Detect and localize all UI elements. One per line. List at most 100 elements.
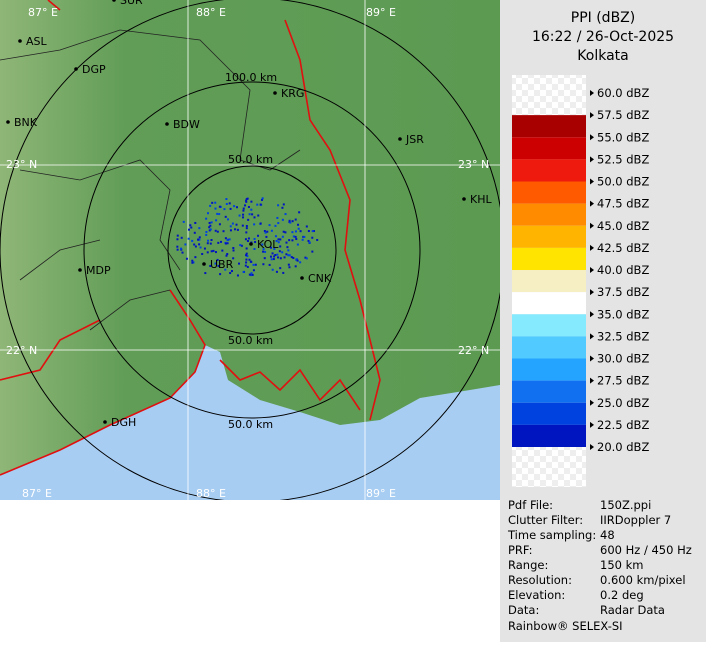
echo-pixel	[248, 258, 251, 261]
echo-pixel	[265, 235, 268, 238]
info-key: Pdf File:	[508, 498, 553, 512]
grid-label: 89° E	[366, 487, 396, 500]
legend-label: 20.0 dBZ	[597, 440, 649, 454]
echo-pixel	[185, 257, 188, 260]
grid-label: 22° N	[458, 344, 489, 357]
legend-tick	[590, 156, 594, 163]
info-key: PRF:	[508, 543, 533, 557]
legend-swatch	[512, 247, 586, 270]
echo-pixel	[232, 257, 235, 260]
echo-pixel	[189, 224, 192, 227]
echo-pixel	[301, 238, 304, 241]
legend-label: 55.0 dBZ	[597, 130, 649, 144]
info-value: 600 Hz / 450 Hz	[600, 543, 692, 557]
echo-pixel	[242, 271, 245, 274]
info-panel: Pdf File: 150Z.ppi Clutter Filter: IIRDoppl…	[507, 498, 692, 617]
echo-pixel	[281, 218, 284, 221]
echo-pixel	[279, 257, 282, 260]
echo-pixel	[193, 243, 196, 246]
echo-pixel	[263, 257, 266, 260]
echo-pixel	[197, 238, 200, 241]
legend-label: 35.0 dBZ	[597, 307, 649, 321]
echo-pixel	[252, 263, 255, 266]
echo-pixel	[287, 249, 290, 252]
echo-pixel	[210, 239, 213, 242]
echo-pixel	[208, 229, 211, 232]
echo-pixel	[302, 235, 305, 238]
echo-pixel	[176, 245, 179, 248]
legend-tick	[590, 289, 594, 296]
echo-pixel	[226, 239, 229, 242]
legend-tick	[590, 90, 594, 96]
echo-pixel	[198, 227, 201, 230]
range-label: 100.0 km	[225, 71, 277, 84]
place-label: DGP	[82, 63, 106, 76]
echo-pixel	[297, 223, 300, 226]
echo-pixel	[288, 219, 291, 222]
echo-pixel	[191, 261, 194, 264]
range-label: 50.0 km	[228, 153, 273, 166]
info-key: Elevation:	[508, 588, 565, 602]
echo-pixel	[229, 207, 232, 210]
echo-pixel	[224, 237, 227, 240]
legend-swatch	[512, 181, 586, 204]
grid-label: 88° E	[196, 6, 226, 19]
echo-pixel	[262, 263, 265, 266]
echo-pixel	[282, 271, 285, 274]
echo-pixel	[226, 242, 229, 245]
echo-pixel	[180, 247, 183, 250]
legend-swatch	[512, 225, 586, 248]
echo-pixel	[247, 218, 250, 221]
echo-pixel	[250, 208, 253, 211]
info-value: 150Z.ppi	[600, 498, 651, 512]
echo-pixel	[274, 254, 277, 257]
info-value: 0.600 km/pixel	[600, 573, 686, 587]
echo-pixel	[194, 256, 197, 259]
legend-tick	[590, 421, 594, 428]
echo-pixel	[209, 264, 212, 267]
echo-pixel	[180, 236, 183, 239]
echo-pixel	[294, 265, 297, 268]
echo-pixel	[235, 223, 238, 226]
echo-pixel	[253, 247, 256, 250]
echo-pixel	[281, 251, 284, 254]
echo-pixel	[224, 215, 227, 218]
echo-pixel	[232, 247, 235, 250]
echo-pixel	[305, 225, 308, 228]
echo-pixel	[182, 220, 185, 223]
legend-label: 57.5 dBZ	[597, 108, 649, 122]
legend-label: 40.0 dBZ	[597, 263, 649, 277]
echo-pixel	[252, 269, 255, 272]
echo-pixel	[216, 212, 219, 215]
echo-pixel	[264, 250, 267, 253]
radar-echo	[176, 197, 319, 277]
echo-pixel	[254, 240, 257, 243]
echo-pixel	[198, 243, 201, 246]
echo-pixel	[259, 203, 262, 206]
echo-pixel	[192, 261, 195, 264]
legend-tick	[590, 178, 594, 185]
legend-tick	[590, 222, 594, 229]
echo-pixel	[307, 239, 310, 242]
echo-pixel	[283, 256, 286, 259]
echo-pixel	[190, 226, 193, 229]
legend-tick	[590, 333, 594, 340]
grid-label: 87° E	[22, 487, 52, 500]
echo-pixel	[276, 216, 279, 219]
legend-swatch	[512, 292, 586, 315]
legend-swatch	[512, 358, 586, 381]
legend-tick	[590, 267, 594, 273]
place-label: DGH	[111, 416, 136, 429]
legend-tick	[590, 244, 594, 251]
info-value: 48	[600, 528, 615, 542]
echo-pixel	[289, 221, 292, 224]
place-dot	[462, 197, 466, 201]
place-label: KRG	[281, 87, 304, 100]
place-dot	[74, 67, 78, 71]
echo-pixel	[248, 273, 251, 276]
legend-label: 52.5 dBZ	[597, 152, 649, 166]
echo-pixel	[207, 212, 210, 215]
echo-pixel	[264, 231, 267, 234]
echo-pixel	[271, 268, 274, 271]
echo-pixel	[259, 222, 262, 225]
